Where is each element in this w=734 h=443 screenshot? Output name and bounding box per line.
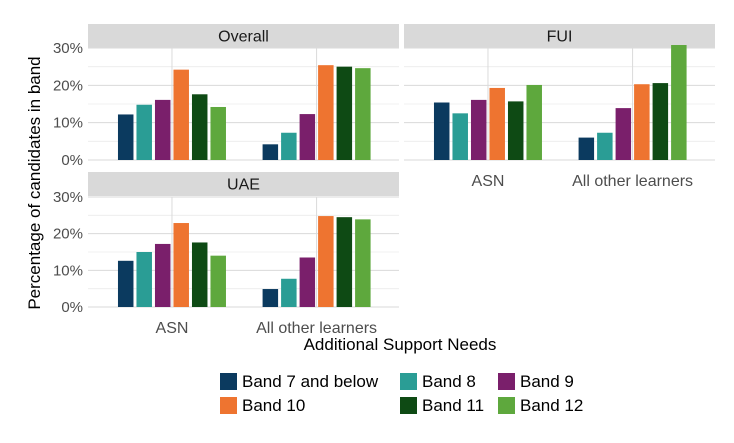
y-tick-label: 20% <box>53 77 83 94</box>
bar-band-8 <box>281 132 297 160</box>
legend-item: Band 12 <box>498 396 583 415</box>
legend-swatch <box>400 397 417 414</box>
bar-band-9 <box>299 114 316 160</box>
legend-item: Band 8 <box>400 372 476 391</box>
bar-band-9 <box>154 99 171 160</box>
legend-label: Band 9 <box>520 372 574 391</box>
x-tick-label: ASN <box>156 320 189 337</box>
y-tick-label: 30% <box>53 40 83 57</box>
bar-band-8 <box>452 113 468 160</box>
legend-swatch <box>498 397 515 414</box>
bar-band-12 <box>526 84 542 160</box>
x-tick-label: All other learners <box>256 320 377 337</box>
legend-item: Band 11 <box>400 396 484 415</box>
legend-label: Band 10 <box>242 396 305 415</box>
bar-band-11 <box>336 217 353 307</box>
panel-overall: Overall 0% 10% 20% 30% <box>53 24 399 169</box>
y-tick-label: 0% <box>61 299 83 316</box>
y-tick-label: 30% <box>53 189 83 206</box>
panel-title: UAE <box>227 177 260 194</box>
bar-band-12 <box>355 68 371 160</box>
bar-band-11 <box>191 94 208 160</box>
legend: Band 7 and below Band 8 Band 9 Band 10 Band … <box>220 372 583 415</box>
panel-strip <box>88 24 399 48</box>
x-tick-label: All other learners <box>572 173 693 190</box>
panel-title: FUI <box>547 29 573 46</box>
bar-band-7-and-below <box>433 102 450 160</box>
bar-band-10 <box>173 69 189 160</box>
panel-strip <box>88 172 399 196</box>
bar-band-7-and-below <box>262 289 279 307</box>
y-axis-title: Percentage of candidates in band <box>25 56 44 309</box>
panel-title: Overall <box>218 29 269 46</box>
legend-label: Band 8 <box>422 372 476 391</box>
bar-band-11 <box>336 66 353 160</box>
bar-band-7-and-below <box>117 114 134 160</box>
legend-label: Band 11 <box>422 396 484 415</box>
y-tick-label: 20% <box>53 226 83 243</box>
bar-band-12 <box>671 45 687 160</box>
bar-band-11 <box>652 83 669 160</box>
bar-band-8 <box>597 132 613 160</box>
bar-band-8 <box>136 252 152 307</box>
panel-uae: UAE 0% 10% 20% 30% ASN All other learners <box>53 172 399 337</box>
panel-strip <box>404 24 715 48</box>
bar-band-10 <box>634 84 650 160</box>
legend-item: Band 7 and below <box>220 372 379 391</box>
legend-swatch <box>220 373 237 390</box>
legend-swatch <box>220 397 237 414</box>
bar-band-12 <box>355 219 371 307</box>
bar-band-11 <box>191 242 208 307</box>
bar-band-9 <box>154 243 171 307</box>
bar-band-8 <box>136 104 152 160</box>
legend-label: Band 7 and below <box>242 372 379 391</box>
y-tick-label: 10% <box>53 115 83 132</box>
panels-layer: Overall 0% 10% 20% 30% FUI ASN All other learne… <box>53 24 715 337</box>
bar-band-10 <box>173 223 189 307</box>
bar-band-12 <box>210 255 226 307</box>
bar-band-7-and-below <box>262 144 279 160</box>
y-tick-label: 10% <box>53 262 83 279</box>
bar-band-10 <box>489 87 505 160</box>
legend-swatch <box>400 373 417 390</box>
bar-band-12 <box>210 106 226 160</box>
legend-label: Band 12 <box>520 396 583 415</box>
bar-band-11 <box>507 101 524 160</box>
bar-band-7-and-below <box>578 137 595 160</box>
x-tick-label: ASN <box>472 173 505 190</box>
legend-item: Band 10 <box>220 396 305 415</box>
x-axis-title: Additional Support Needs <box>304 335 497 354</box>
y-tick-label: 0% <box>61 152 83 169</box>
bar-band-9 <box>299 257 316 307</box>
panel-fui: FUI ASN All other learners <box>404 24 715 190</box>
legend-item: Band 9 <box>498 372 574 391</box>
bar-band-7-and-below <box>117 260 134 307</box>
bar-band-10 <box>318 65 334 160</box>
bar-band-8 <box>281 278 297 307</box>
bar-band-10 <box>318 216 334 307</box>
legend-swatch <box>498 373 515 390</box>
bar-band-9 <box>615 108 632 160</box>
bar-band-9 <box>470 99 487 160</box>
